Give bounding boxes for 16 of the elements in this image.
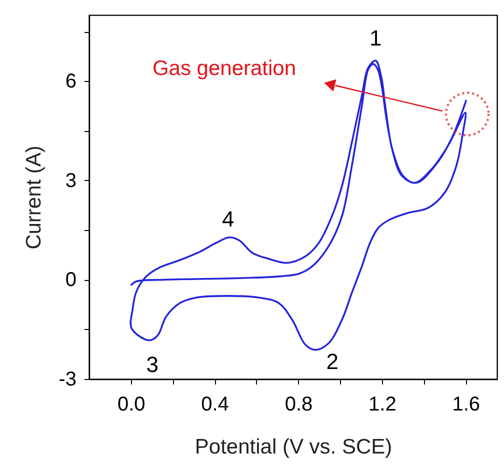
x-tick-label: 1.6: [452, 394, 480, 416]
annotation: 2: [326, 348, 339, 374]
y-tick-label: 6: [65, 70, 76, 93]
y-tick-label: 0: [65, 269, 76, 292]
annotation: 3: [146, 352, 158, 377]
x-tick-label: 1.2: [368, 394, 396, 416]
x-tick-label: 0.0: [117, 394, 146, 416]
x-axis-title: Potential (V vs. SCE): [194, 436, 392, 458]
y-tick-label: -3: [58, 368, 76, 390]
annotation: 4: [222, 206, 234, 232]
y-tick-label: 3: [65, 170, 76, 192]
annotation: 1: [370, 26, 382, 51]
annotation: Gas generation: [152, 57, 296, 80]
x-tick-label: 0.8: [284, 394, 313, 416]
y-axis-title: Current (A): [22, 146, 46, 250]
x-tick-label: 0.4: [201, 394, 229, 416]
